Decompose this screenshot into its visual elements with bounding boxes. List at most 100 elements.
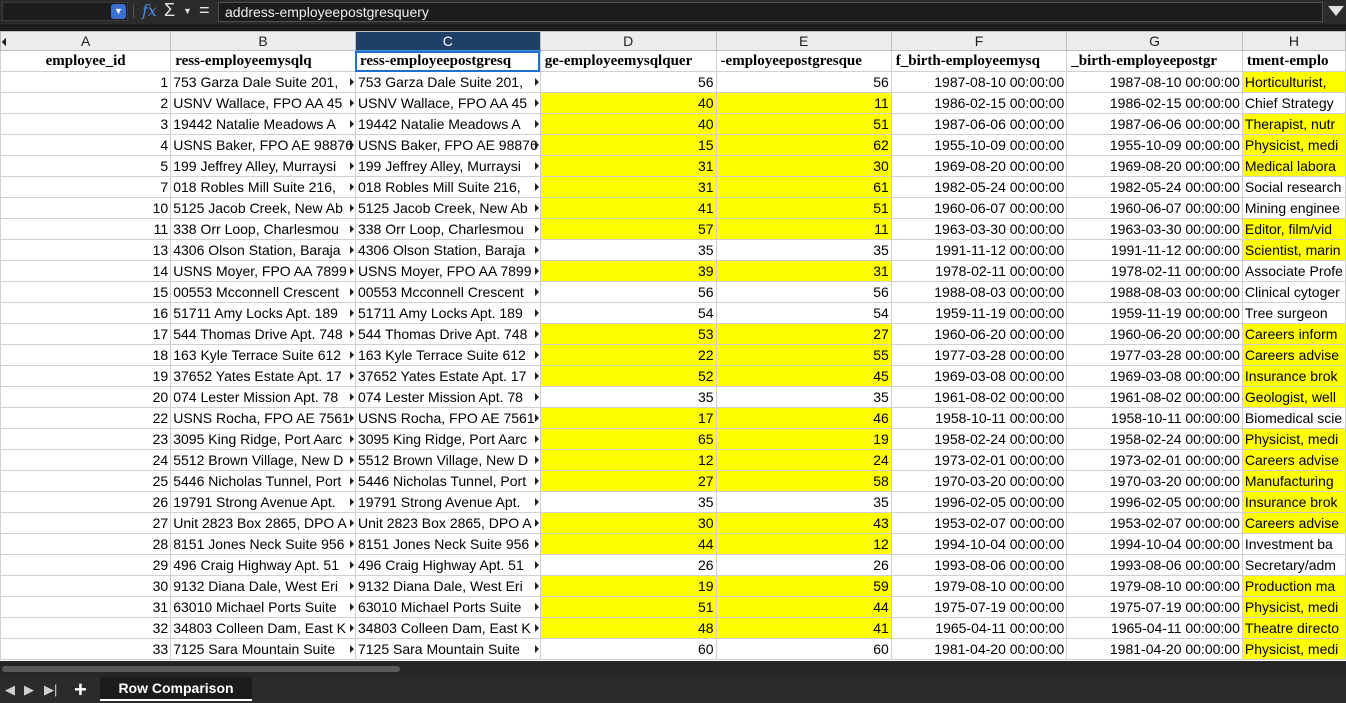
cell-d[interactable]: 65 — [539, 428, 717, 450]
cell-d[interactable]: 35 — [539, 491, 717, 513]
cell-e[interactable]: 61 — [715, 176, 892, 198]
cell-d[interactable]: 12 — [539, 449, 717, 471]
column-header-c[interactable]: C — [354, 31, 541, 52]
cell-b[interactable]: 3095 King Ridge, Port Aarc — [170, 428, 356, 450]
cell-c[interactable]: 00553 Mcconnell Crescent — [354, 281, 541, 303]
cell-f[interactable]: 1993-08-06 00:00:00 — [890, 554, 1068, 576]
cell-a[interactable]: 28 — [0, 533, 172, 555]
cell-f[interactable]: 1977-03-28 00:00:00 — [890, 344, 1068, 366]
cell-d[interactable]: 48 — [539, 617, 717, 639]
cell-a[interactable]: 19 — [0, 365, 172, 387]
cell-a[interactable]: 10 — [0, 197, 172, 219]
cell-c[interactable]: USNS Moyer, FPO AA 7899 — [354, 260, 541, 282]
cell-g[interactable]: 1987-06-06 00:00:00 — [1066, 113, 1243, 135]
cell-c[interactable]: 37652 Yates Estate Apt. 17 — [354, 365, 541, 387]
cell-a[interactable]: 18 — [0, 344, 172, 366]
cell-c[interactable]: 19442 Natalie Meadows A — [354, 113, 541, 135]
cell-g[interactable]: 1969-03-08 00:00:00 — [1066, 365, 1243, 387]
cell-h[interactable]: Therapist, nutr — [1241, 113, 1346, 135]
cell-a[interactable]: 1 — [0, 71, 172, 93]
cell-f[interactable]: 1960-06-20 00:00:00 — [890, 323, 1068, 345]
cell-h[interactable]: Investment ba — [1241, 533, 1346, 555]
column-header-d[interactable]: D — [539, 31, 717, 51]
cell-a[interactable]: 23 — [0, 428, 172, 450]
cell-a[interactable]: 26 — [0, 491, 172, 513]
cell-f[interactable]: 1961-08-02 00:00:00 — [890, 386, 1068, 408]
cell-a[interactable]: 7 — [0, 176, 172, 198]
field-header-cell[interactable]: employee_id — [0, 50, 172, 72]
cell-g[interactable]: 1994-10-04 00:00:00 — [1066, 533, 1243, 555]
cell-h[interactable]: Mining enginee — [1241, 197, 1346, 219]
cell-a[interactable]: 13 — [0, 239, 172, 261]
cell-g[interactable]: 1961-08-02 00:00:00 — [1066, 386, 1243, 408]
cell-b[interactable]: 37652 Yates Estate Apt. 17 — [170, 365, 356, 387]
cell-g[interactable]: 1959-11-19 00:00:00 — [1066, 302, 1243, 324]
cell-a[interactable]: 31 — [0, 596, 172, 618]
cell-h[interactable]: Production ma — [1241, 575, 1346, 597]
cell-a[interactable]: 16 — [0, 302, 172, 324]
cell-d[interactable]: 53 — [539, 323, 717, 345]
cell-c[interactable]: 753 Garza Dale Suite 201, — [354, 71, 541, 93]
cell-b[interactable]: 4306 Olson Station, Baraja — [170, 239, 356, 261]
cell-c[interactable]: USNS Rocha, FPO AE 7561 — [354, 407, 541, 429]
cell-f[interactable]: 1975-07-19 00:00:00 — [890, 596, 1068, 618]
cell-c[interactable]: 34803 Colleen Dam, East K — [354, 617, 541, 639]
cell-h[interactable]: Geologist, well — [1241, 386, 1346, 408]
scrollbar-thumb[interactable] — [2, 666, 400, 672]
cell-g[interactable]: 1978-02-11 00:00:00 — [1066, 260, 1243, 282]
cell-e[interactable]: 41 — [715, 617, 892, 639]
cell-c[interactable]: 19791 Strong Avenue Apt. — [354, 491, 541, 513]
cell-e[interactable]: 43 — [715, 512, 892, 534]
cell-e[interactable]: 54 — [715, 302, 892, 324]
cell-f[interactable]: 1969-08-20 00:00:00 — [890, 155, 1068, 177]
cell-h[interactable]: Manufacturing — [1241, 470, 1346, 492]
cell-b[interactable]: 753 Garza Dale Suite 201, — [170, 71, 356, 93]
cell-d[interactable]: 56 — [539, 71, 717, 93]
cell-e[interactable]: 27 — [715, 323, 892, 345]
cell-h[interactable]: Insurance brok — [1241, 365, 1346, 387]
cell-h[interactable]: Careers advise — [1241, 449, 1346, 471]
cell-g[interactable]: 1991-11-12 00:00:00 — [1066, 239, 1243, 261]
cell-f[interactable]: 1981-04-20 00:00:00 — [890, 638, 1068, 660]
cell-d[interactable]: 39 — [539, 260, 717, 282]
cell-e[interactable]: 24 — [715, 449, 892, 471]
cell-f[interactable]: 1953-02-07 00:00:00 — [890, 512, 1068, 534]
cell-b[interactable]: 5512 Brown Village, New D — [170, 449, 356, 471]
cell-b[interactable]: 00553 Mcconnell Crescent — [170, 281, 356, 303]
cell-h[interactable]: Tree surgeon — [1241, 302, 1346, 324]
cell-b[interactable]: Unit 2823 Box 2865, DPO A — [170, 512, 356, 534]
column-header-f[interactable]: F — [890, 31, 1068, 51]
column-header-b[interactable]: B — [170, 31, 356, 51]
cell-b[interactable]: 074 Lester Mission Apt. 78 — [170, 386, 356, 408]
cell-c[interactable]: 4306 Olson Station, Baraja — [354, 239, 541, 261]
field-header-cell[interactable]: _birth-employeepostgr — [1, 37, 1243, 72]
cell-h[interactable]: Horticulturist, — [1241, 71, 1346, 93]
cell-d[interactable]: 60 — [539, 638, 717, 660]
cell-g[interactable]: 1982-05-24 00:00:00 — [1066, 176, 1243, 198]
cell-f[interactable]: 1965-04-11 00:00:00 — [890, 617, 1068, 639]
cell-b[interactable]: USNS Baker, FPO AE 98876 — [170, 134, 356, 156]
cell-e[interactable]: 11 — [715, 218, 892, 240]
cell-b[interactable]: USNS Moyer, FPO AA 7899 — [170, 260, 356, 282]
cell-e[interactable]: 12 — [715, 533, 892, 555]
cell-b[interactable]: 199 Jeffrey Alley, Murraysi — [170, 155, 356, 177]
cell-a[interactable]: 2 — [0, 92, 172, 114]
cell-d[interactable]: 22 — [539, 344, 717, 366]
cell-c[interactable]: Unit 2823 Box 2865, DPO A — [354, 512, 541, 534]
cell-a[interactable]: 4 — [0, 134, 172, 156]
cell-a[interactable]: 32 — [0, 617, 172, 639]
cell-a[interactable]: 11 — [0, 218, 172, 240]
next-sheet-icon[interactable]: ▶ — [24, 682, 34, 697]
cell-a[interactable]: 27 — [0, 512, 172, 534]
cell-b[interactable]: 63010 Michael Ports Suite — [170, 596, 356, 618]
cell-g[interactable]: 1973-02-01 00:00:00 — [1066, 449, 1243, 471]
cell-f[interactable]: 1969-03-08 00:00:00 — [890, 365, 1068, 387]
cell-g[interactable]: 1953-02-07 00:00:00 — [1066, 512, 1243, 534]
cell-c[interactable]: 338 Orr Loop, Charlesmou — [354, 218, 541, 240]
cell-e[interactable]: 26 — [715, 554, 892, 576]
cell-c[interactable]: 51711 Amy Locks Apt. 189 — [354, 302, 541, 324]
cell-h[interactable]: Physicist, medi — [1241, 134, 1346, 156]
cell-b[interactable]: 163 Kyle Terrace Suite 612 — [170, 344, 356, 366]
cell-e[interactable]: 35 — [715, 386, 892, 408]
cell-c[interactable]: 5125 Jacob Creek, New Ab — [354, 197, 541, 219]
